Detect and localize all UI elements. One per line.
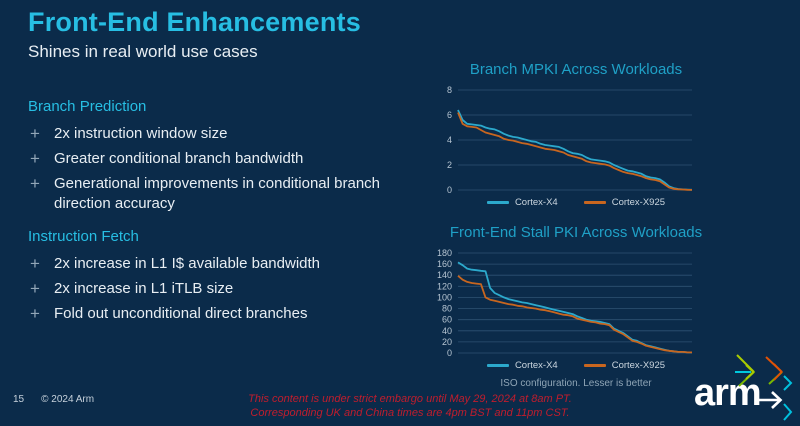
legend-label: Cortex-X925: [611, 360, 666, 371]
list-item: + 2x instruction window size: [28, 124, 413, 144]
bullet-text: 2x increase in L1 I$ available bandwidth: [54, 255, 321, 272]
legend-item-cortex-x4: Cortex-X4: [486, 197, 558, 208]
chart-branch-mpki: Branch MPKI Across Workloads 0 2 4 6 8 Corte…: [420, 56, 732, 218]
plus-icon: +: [30, 279, 40, 298]
embargo-line-2: Corresponding UK and China times are 4pm…: [250, 407, 570, 419]
slide-footer: 15 © 2024 Arm: [13, 394, 94, 405]
svg-text:6: 6: [447, 110, 452, 120]
list-item: + Generational improvements in condition…: [28, 174, 413, 214]
legend-item-cortex-x925: Cortex-X925: [583, 360, 666, 371]
chart-legend: Cortex-X4 Cortex-X925: [420, 197, 732, 208]
section-heading-branch-prediction: Branch Prediction: [28, 98, 147, 115]
list-item: + Greater conditional branch bandwidth: [28, 149, 413, 169]
plus-icon: +: [30, 124, 40, 143]
legend-label: Cortex-X4: [514, 197, 558, 208]
slide-title: Front-End Enhancements: [28, 7, 361, 37]
bullet-text: Generational improvements in conditional…: [54, 175, 381, 212]
line-chart-branch-mpki: 0 2 4 6 8: [447, 85, 693, 195]
svg-text:0: 0: [447, 185, 452, 195]
legend-swatch-cortex-x4: [486, 201, 509, 204]
plus-icon: +: [30, 149, 40, 168]
plus-icon: +: [30, 304, 40, 323]
svg-text:80: 80: [442, 304, 452, 314]
list-item: + 2x increase in L1 I$ available bandwid…: [28, 254, 413, 274]
iso-configuration-note: ISO configuration. Lesser is better: [500, 378, 652, 389]
content-left-column: Branch Prediction + 2x instruction windo…: [28, 98, 413, 329]
legend-item-cortex-x925: Cortex-X925: [583, 197, 666, 208]
svg-text:2: 2: [447, 160, 452, 170]
chart-title: Front-End Stall PKI Across Workloads: [449, 224, 703, 241]
plus-icon: +: [30, 174, 40, 193]
chart-title: Branch MPKI Across Workloads: [469, 61, 683, 78]
arm-logo-arrows-icon: [735, 354, 793, 421]
svg-text:120: 120: [437, 281, 452, 291]
bullet-text: 2x instruction window size: [54, 125, 228, 142]
legend-item-cortex-x4: Cortex-X4: [486, 360, 558, 371]
slide-subtitle: Shines in real world use cases: [28, 42, 258, 61]
legend-swatch-cortex-x925: [583, 364, 606, 367]
plus-icon: +: [30, 254, 40, 273]
legend-swatch-cortex-x4: [486, 364, 509, 367]
embargo-line-1: This content is under strict embargo unt…: [248, 393, 572, 405]
bullet-text: Fold out unconditional direct branches: [54, 305, 308, 322]
list-item: + Fold out unconditional direct branches: [28, 304, 413, 324]
svg-text:140: 140: [437, 270, 452, 280]
list-item: + 2x increase in L1 iTLB size: [28, 279, 413, 299]
legend-label: Cortex-X4: [514, 360, 558, 371]
chart-front-end-stall-pki: Front-End Stall PKI Across Workloads 0 20…: [420, 219, 732, 381]
svg-text:40: 40: [442, 326, 452, 336]
bullet-text: Greater conditional branch bandwidth: [54, 150, 304, 167]
svg-text:20: 20: [442, 337, 452, 347]
section-heading-instruction-fetch: Instruction Fetch: [28, 228, 139, 245]
bullet-text: 2x increase in L1 iTLB size: [54, 280, 234, 297]
arm-logo-text: arm: [694, 372, 762, 414]
chart-legend: Cortex-X4 Cortex-X925: [420, 360, 732, 371]
copyright: © 2024 Arm: [41, 394, 95, 405]
page-number: 15: [13, 394, 25, 405]
embargo-notice: This content is under strict embargo unt…: [215, 392, 605, 420]
svg-text:60: 60: [442, 315, 452, 325]
legend-label: Cortex-X925: [611, 197, 666, 208]
legend-swatch-cortex-x925: [583, 201, 606, 204]
svg-text:4: 4: [447, 135, 452, 145]
svg-text:8: 8: [447, 85, 452, 95]
svg-text:180: 180: [437, 248, 452, 258]
svg-text:160: 160: [437, 259, 452, 269]
svg-text:0: 0: [447, 348, 452, 358]
svg-text:100: 100: [437, 292, 452, 302]
